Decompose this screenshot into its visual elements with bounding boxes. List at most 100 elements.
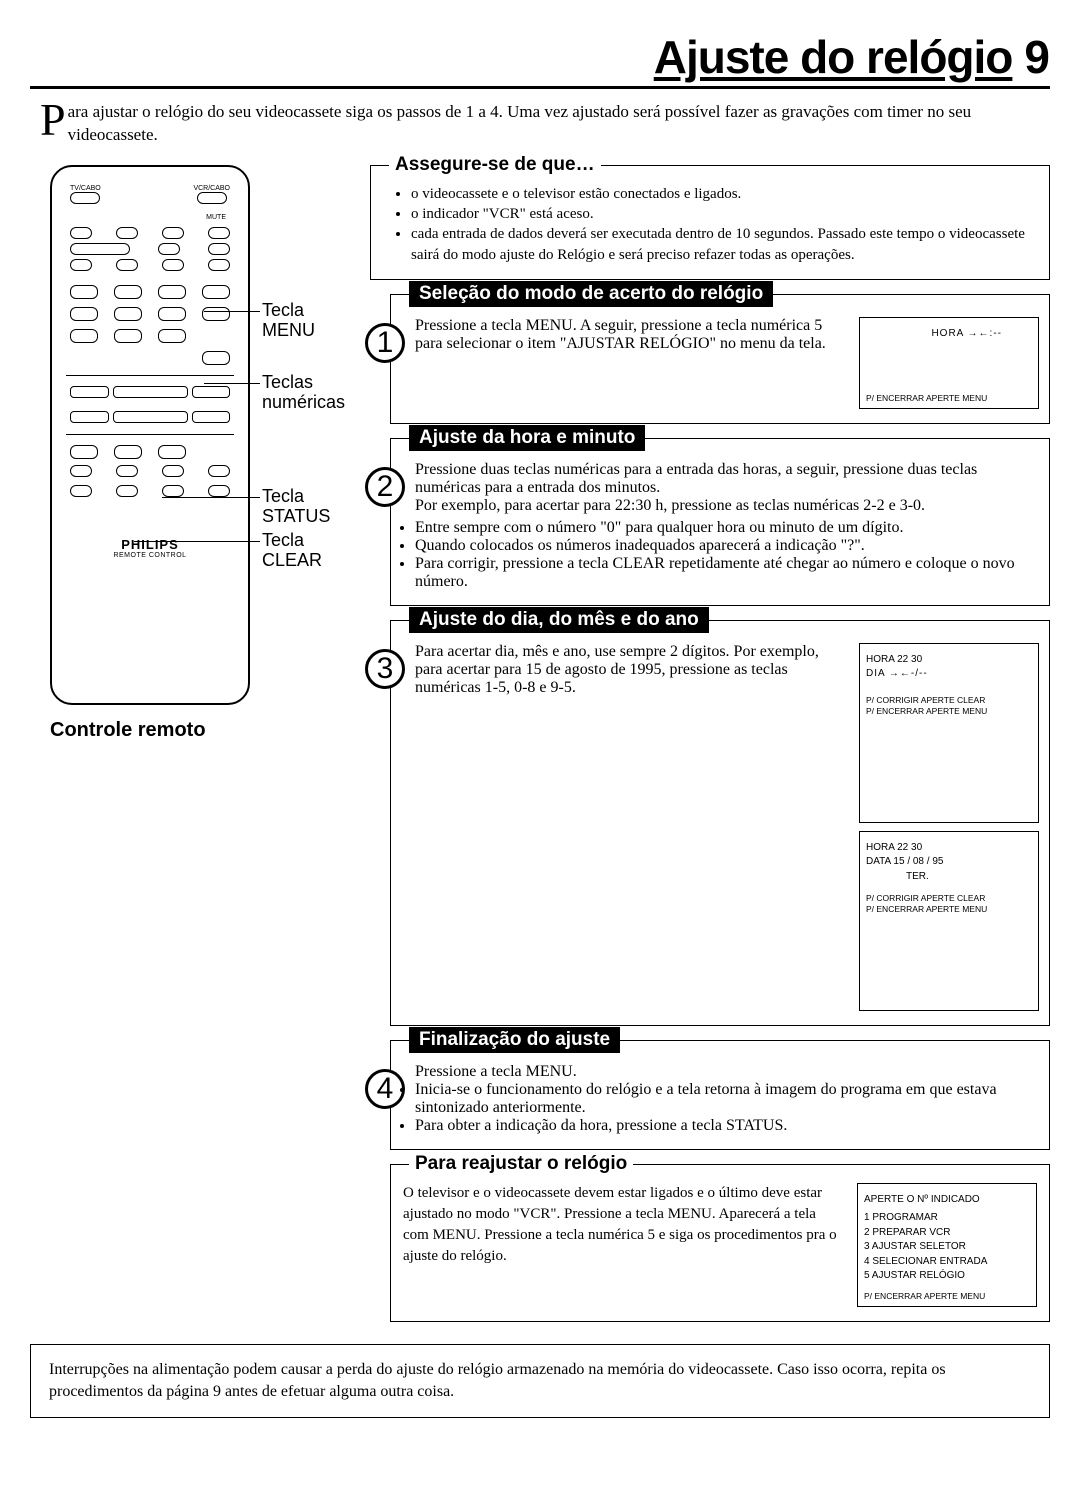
remote-num-button (158, 329, 186, 343)
menu-item: 4 SELECIONAR ENTRADA (864, 1256, 1030, 1269)
screen-line: HORA 22 30 (866, 654, 1032, 667)
readjust-text: O televisor e o videocassete devem estar… (403, 1183, 845, 1307)
assure-bullet: cada entrada de dados deverá ser executa… (411, 224, 1037, 265)
remote-brand: PHILIPS (52, 537, 248, 552)
callout-line2: CLEAR (262, 551, 322, 571)
step4-bullet: Para obter a indicação da hora, pression… (415, 1117, 1039, 1135)
step2-bullet: Quando colocados os números inadequados … (415, 537, 1039, 555)
assure-bullet: o videocassete e o televisor estão conec… (411, 184, 1037, 204)
remote-button (158, 243, 180, 255)
remote-button (162, 259, 184, 271)
callout-numeric: Teclas numéricas (262, 373, 345, 413)
step4-title: Finalização do ajuste (409, 1027, 620, 1053)
transport-controls (66, 375, 234, 435)
vcr-cable-label: VCR/CABO (193, 185, 230, 192)
callout-line1: Tecla (262, 531, 322, 551)
intro-paragraph: P ara ajustar o relógio do seu videocass… (40, 101, 1040, 147)
remote-button (70, 243, 130, 255)
callout-line1: Tecla (262, 301, 315, 321)
footnote-box: Interrupções na alimentação podem causar… (30, 1344, 1050, 1419)
step3-screen-b: HORA 22 30 DATA 15 / 08 / 95 TER. P/ COR… (859, 831, 1039, 1011)
footnote-text: Interrupções na alimentação podem causar… (49, 1361, 946, 1400)
remote-button (158, 445, 186, 459)
callout-clear: Tecla CLEAR (262, 531, 322, 571)
screen-footer: P/ ENCERRAR APERTE MENU (866, 393, 1032, 404)
remote-button (70, 411, 109, 423)
callout-line1: Tecla (262, 487, 330, 507)
remote-button (208, 227, 230, 239)
intro-text: ara ajustar o relógio do seu videocasset… (68, 102, 972, 144)
step3-box: Ajuste do dia, do mês e do ano 3 Para ac… (390, 620, 1050, 1026)
menu-item: 2 PREPARAR VCR (864, 1227, 1030, 1240)
remote-button (197, 192, 227, 204)
assure-bullet: o indicador "VCR" está aceso. (411, 204, 1037, 224)
remote-button (208, 485, 230, 497)
page-header: Ajuste do relógio 9 (30, 30, 1050, 89)
remote-button (114, 445, 142, 459)
remote-button (70, 485, 92, 497)
callout-line2: numéricas (262, 393, 345, 413)
screen-footer: P/ CORRIGIR APERTE CLEAR (866, 893, 1032, 904)
dropcap: P (40, 101, 68, 139)
remote-button (162, 227, 184, 239)
remote-num-button (114, 285, 142, 299)
remote-subtitle: REMOTE CONTROL (52, 552, 248, 559)
step2-bullet: Entre sempre com o número "0" para qualq… (415, 519, 1039, 537)
remote-button (192, 411, 231, 423)
remote-num-button (70, 329, 98, 343)
remote-button (116, 465, 138, 477)
remote-button (70, 227, 92, 239)
page-title: Ajuste do relógio (654, 30, 1013, 86)
callout-line2: STATUS (262, 507, 330, 527)
remote-button (70, 445, 98, 459)
step3-title: Ajuste do dia, do mês e do ano (409, 607, 709, 633)
remote-button (70, 386, 109, 398)
step1-text: Pressione a tecla MENU. A seguir, pressi… (415, 317, 849, 353)
remote-button (70, 192, 100, 204)
screen-line: DIA →←-/-- (866, 668, 1032, 681)
screen-footer: P/ ENCERRAR APERTE MENU (864, 1291, 1030, 1302)
screen-line: HORA 22 30 (866, 842, 1032, 855)
remote-num-button (70, 285, 98, 299)
assure-box: Assegure-se de que… o videocassete e o t… (370, 165, 1050, 280)
remote-caption: Controle remoto (50, 719, 350, 742)
menu-item: 3 AJUSTAR SELETOR (864, 1241, 1030, 1254)
screen-footer: P/ ENCERRAR APERTE MENU (866, 706, 1032, 717)
readjust-box: Para reajustar o relógio O televisor e o… (390, 1164, 1050, 1322)
step4-box: Finalização do ajuste 4 Pressione a tecl… (390, 1040, 1050, 1150)
step2-title: Ajuste da hora e minuto (409, 425, 645, 451)
screen-footer: P/ CORRIGIR APERTE CLEAR (866, 695, 1032, 706)
remote-num-button (158, 307, 186, 321)
step2-para: Pressione duas teclas numéricas para a e… (415, 461, 1039, 497)
readjust-title: Para reajustar o relógio (409, 1153, 633, 1175)
remote-num-button (158, 285, 186, 299)
step1-title: Seleção do modo de acerto do relógio (409, 281, 773, 307)
step2-para: Por exemplo, para acertar para 22:30 h, … (415, 497, 1039, 515)
callout-line2: MENU (262, 321, 315, 341)
remote-button (192, 386, 231, 398)
remote-button (113, 411, 188, 423)
step3-text: Para acertar dia, mês e ano, use sempre … (415, 643, 849, 697)
callout-line1: Teclas (262, 373, 345, 393)
callout-status: Tecla STATUS (262, 487, 330, 527)
step3-number: 3 (365, 649, 405, 689)
remote-menu-button (202, 285, 230, 299)
screen-line: DATA 15 / 08 / 95 (866, 856, 1032, 869)
remote-column: TV/CABO VCR/CABO MUTE (30, 165, 350, 742)
step4-para: Pressione a tecla MENU. (415, 1063, 1039, 1081)
remote-num-button (70, 307, 98, 321)
step1-number: 1 (365, 323, 405, 363)
readjust-screen: APERTE O Nº INDICADO 1 PROGRAMAR 2 PREPA… (857, 1183, 1037, 1307)
menu-item: 5 AJUSTAR RELÓGIO (864, 1270, 1030, 1283)
screen-header: APERTE O Nº INDICADO (864, 1194, 1030, 1207)
step1-box: Seleção do modo de acerto do relógio 1 P… (390, 294, 1050, 424)
screen-line: HORA →←:-- (866, 328, 1032, 341)
remote-num-button (202, 351, 230, 365)
remote-button (162, 465, 184, 477)
remote-button (70, 259, 92, 271)
remote-button (208, 243, 230, 255)
tv-cable-label: TV/CABO (70, 185, 101, 192)
step3-screen-a: HORA 22 30 DIA →←-/-- P/ CORRIGIR APERTE… (859, 643, 1039, 823)
step4-bullet: Inicia-se o funcionamento do relógio e a… (415, 1081, 1039, 1117)
mute-label: MUTE (206, 214, 226, 221)
